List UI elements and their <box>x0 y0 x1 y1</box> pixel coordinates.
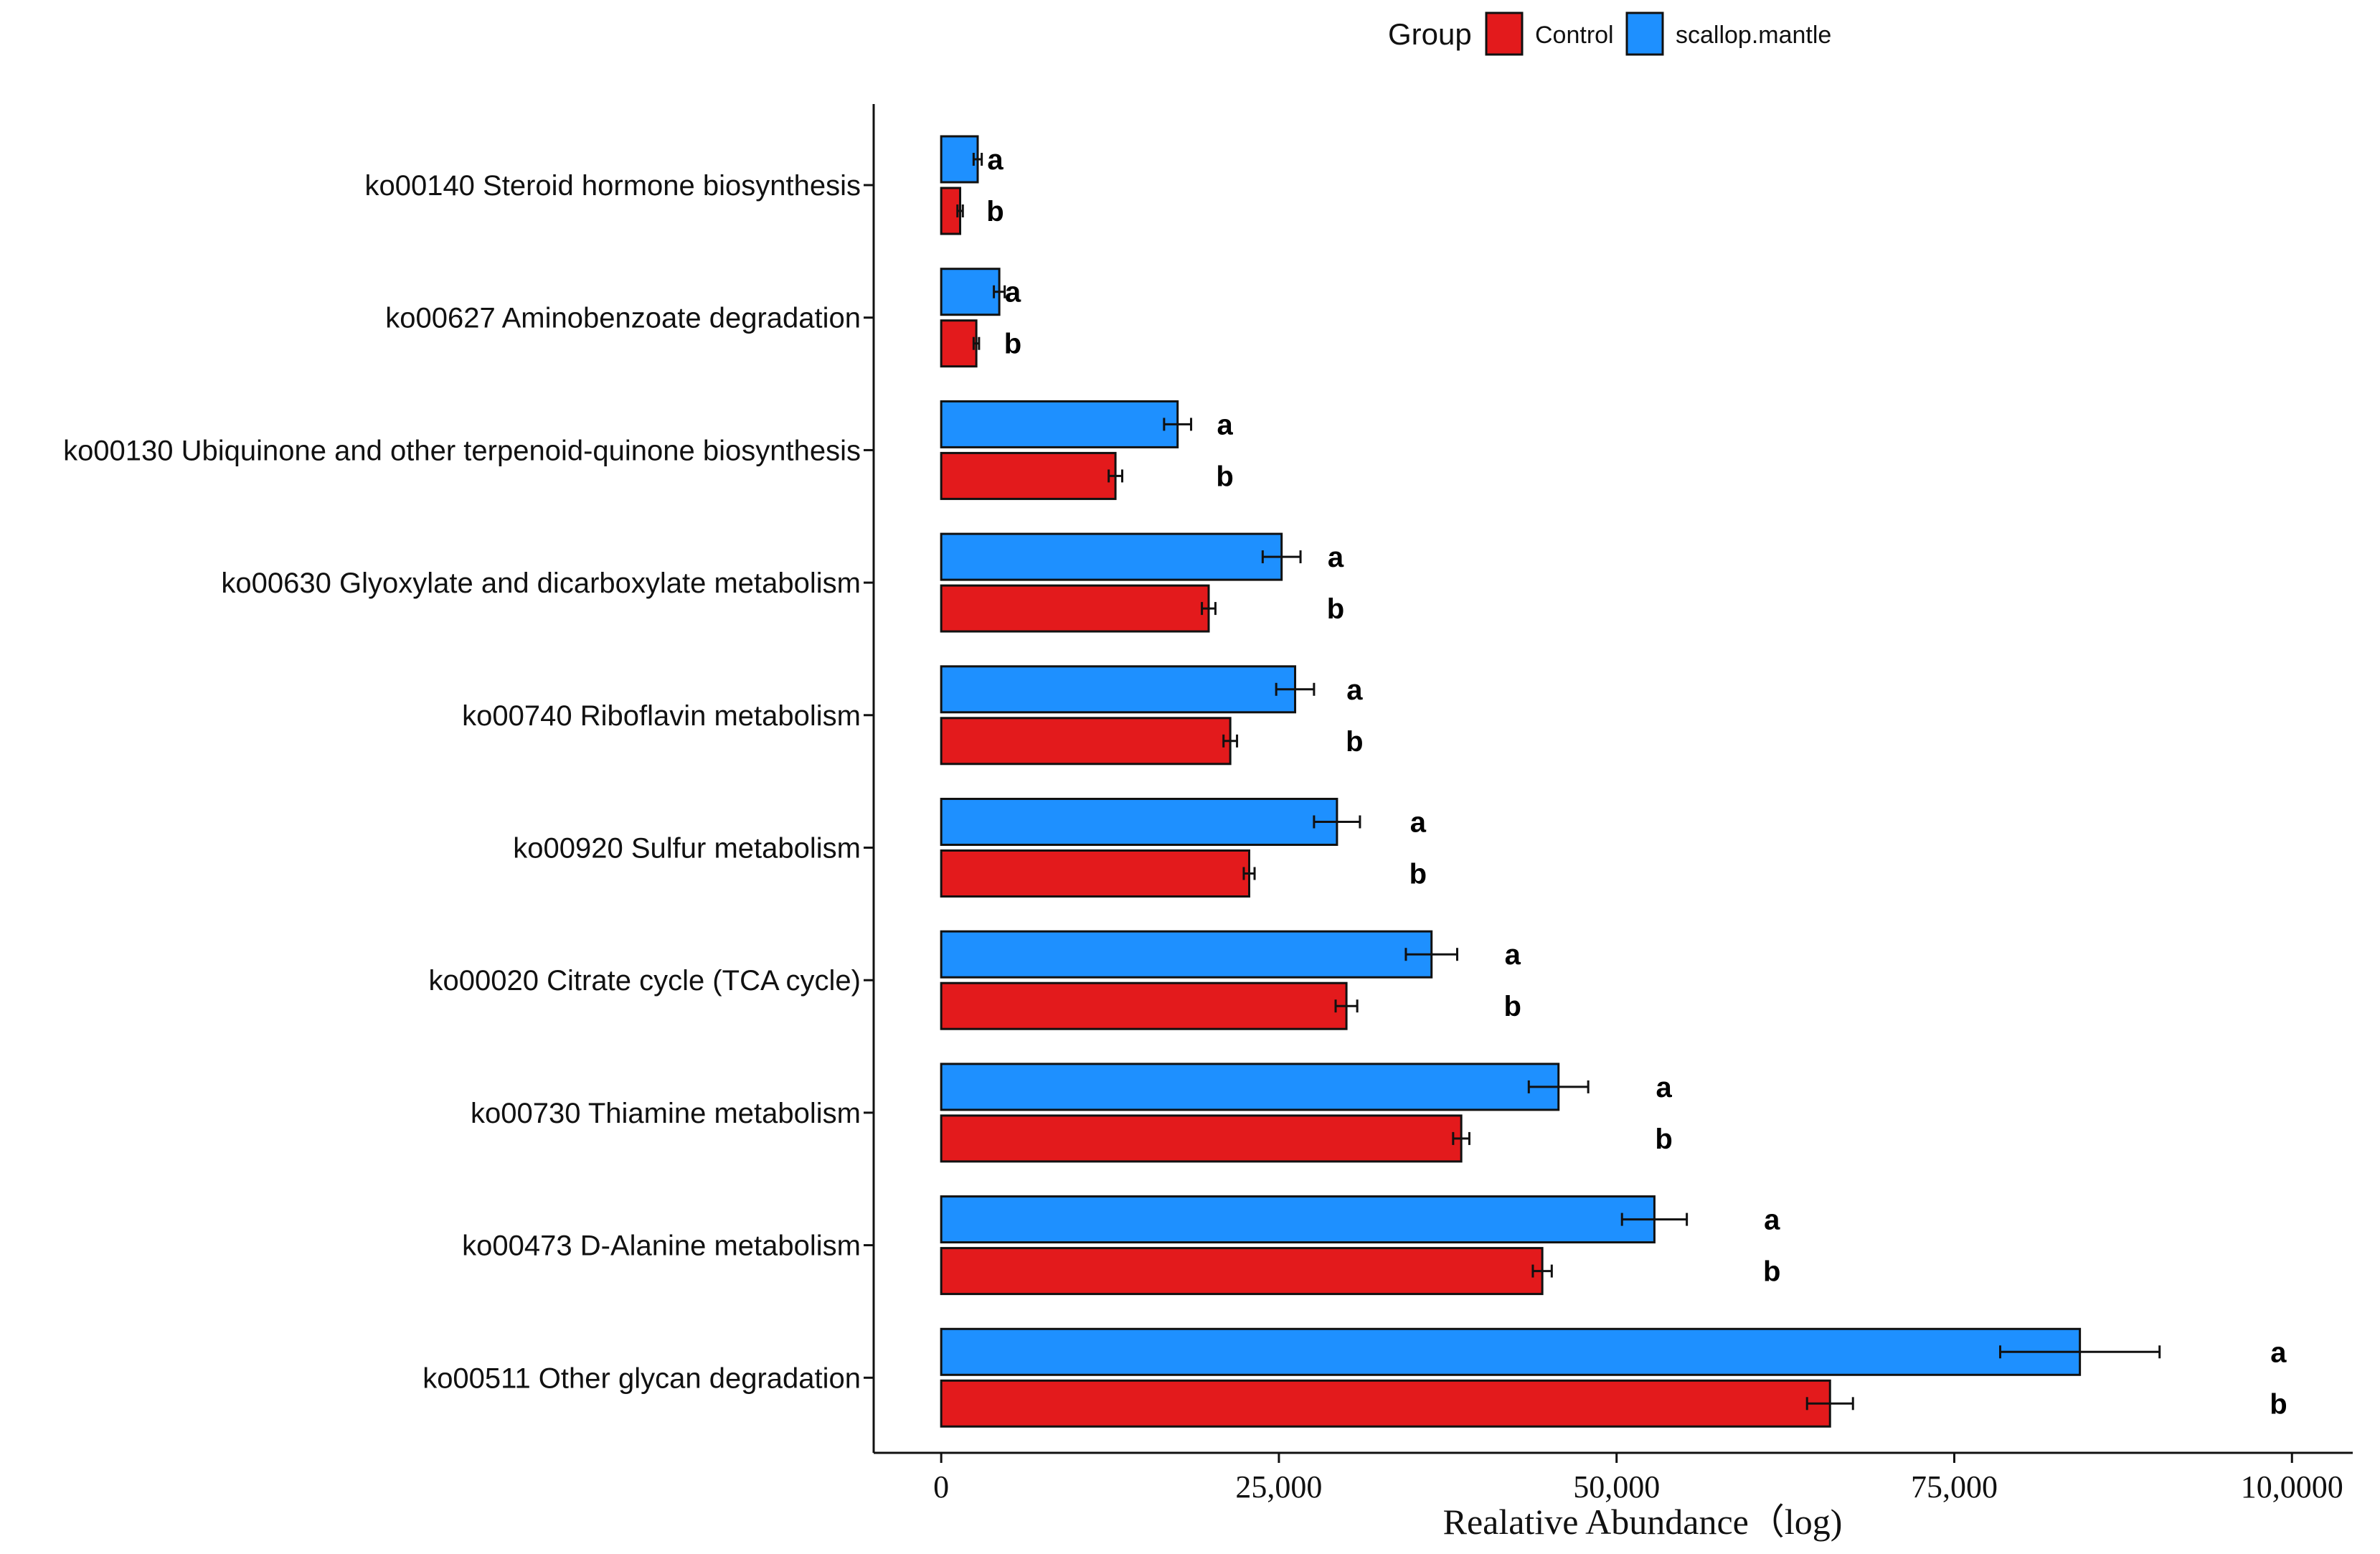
x-tick-label-2: 25,000 <box>1235 1469 1322 1504</box>
y-tick-label-8: ko00730 Thiamine metabolism <box>471 1098 861 1129</box>
x-tick-label-4: 75,000 <box>1911 1469 1998 1504</box>
bar-control-10 <box>940 1379 1831 1428</box>
legend-title: Group <box>1388 17 1472 51</box>
error-bar-scallop-mantle-10 <box>1999 1345 2161 1359</box>
legend: Group Control scallop.mantle <box>1388 11 1831 56</box>
x-tick-label-1: 0 <box>933 1469 949 1504</box>
bar-scallop-mantle-9 <box>940 1195 1656 1244</box>
y-tick-label-2: ko00627 Aminobenzoate degradation <box>385 303 861 334</box>
y-tick-label-10: ko00511 Other glycan degradation <box>422 1362 861 1394</box>
error-bar-control-1 <box>956 204 964 217</box>
y-tick-label-9: ko00473 D-Alanine metabolism <box>462 1230 861 1262</box>
bar-scallop-mantle-6 <box>940 798 1338 846</box>
bar-control-4 <box>940 584 1210 633</box>
bar-control-5 <box>940 717 1232 766</box>
error-bar-control-2 <box>972 336 981 350</box>
bar-control-6 <box>940 849 1251 898</box>
y-axis: ko00140 Steroid hormone biosynthesis ko00… <box>63 104 875 1453</box>
bar-control-9 <box>940 1247 1544 1296</box>
legend-label-control: Control <box>1535 22 1614 49</box>
bar-scallop-mantle-4 <box>940 532 1283 581</box>
significance-label-scallop-mantle-9: a <box>1764 1205 1780 1236</box>
significance-label-control-10: b <box>2270 1388 2287 1420</box>
x-tick-label-3: 50,000 <box>1573 1469 1660 1504</box>
bar-control-3 <box>940 451 1117 500</box>
significance-label-control-4: b <box>1327 593 1344 625</box>
error-bar-scallop-mantle-8 <box>1527 1080 1590 1093</box>
bar-scallop-mantle-10 <box>940 1327 2082 1376</box>
significance-label-scallop-mantle-6: a <box>1410 807 1427 839</box>
y-tick-label-1: ko00140 Steroid hormone biosynthesis <box>364 170 861 202</box>
significance-label-scallop-mantle-8: a <box>1656 1072 1672 1103</box>
error-bar-scallop-mantle-7 <box>1404 948 1459 961</box>
significance-label-scallop-mantle-2: a <box>1005 277 1021 309</box>
bar-control-8 <box>940 1114 1463 1163</box>
error-bar-scallop-mantle-2 <box>993 285 1006 298</box>
error-bar-control-7 <box>1334 999 1359 1013</box>
x-axis: 0 25,000 50,000 75,000 10,0000 <box>874 1451 2353 1504</box>
y-tick-label-7: ko00020 Citrate cycle (TCA cycle) <box>429 965 861 997</box>
bar-scallop-mantle-7 <box>940 930 1433 979</box>
bar-scallop-mantle-1 <box>940 135 979 184</box>
error-bar-control-10 <box>1805 1397 1854 1411</box>
error-bar-control-4 <box>1201 602 1217 616</box>
significance-label-control-6: b <box>1409 859 1427 890</box>
significance-label-control-7: b <box>1503 991 1521 1022</box>
bar-scallop-mantle-2 <box>940 268 1001 316</box>
error-bar-scallop-mantle-6 <box>1313 815 1361 829</box>
error-bar-scallop-mantle-4 <box>1261 550 1302 564</box>
significance-label-control-3: b <box>1216 461 1233 492</box>
legend-swatch-scallop-mantle <box>1625 11 1664 56</box>
significance-label-scallop-mantle-5: a <box>1346 674 1363 706</box>
error-bar-scallop-mantle-3 <box>1163 418 1193 431</box>
x-axis-title: Realative Abundance（log) <box>1443 1502 1843 1542</box>
bar-scallop-mantle-3 <box>940 400 1179 448</box>
error-bar-control-3 <box>1108 469 1123 483</box>
significance-label-scallop-mantle-10: a <box>2270 1337 2287 1368</box>
y-tick-label-6: ko00920 Sulfur metabolism <box>513 833 861 865</box>
significance-label-control-9: b <box>1763 1256 1780 1288</box>
error-bar-scallop-mantle-1 <box>972 153 983 166</box>
significance-label-control-5: b <box>1346 726 1363 758</box>
significance-label-control-8: b <box>1655 1124 1672 1155</box>
error-bar-control-9 <box>1531 1264 1553 1278</box>
significance-label-scallop-mantle-4: a <box>1328 542 1344 573</box>
significance-label-control-1: b <box>986 196 1004 227</box>
error-bar-control-6 <box>1242 867 1256 880</box>
y-tick-label-4: ko00630 Glyoxylate and dicarboxylate met… <box>221 568 861 599</box>
significance-label-scallop-mantle-3: a <box>1217 409 1233 441</box>
y-tick-label-3: ko00130 Ubiquinone and other terpenoid-q… <box>63 435 861 466</box>
x-tick-label-5: 10,0000 <box>2241 1469 2343 1504</box>
y-tick-label-5: ko00740 Riboflavin metabolism <box>462 700 861 732</box>
legend-swatch-control <box>1485 11 1524 56</box>
bar-scallop-mantle-5 <box>940 665 1297 714</box>
significance-label-control-2: b <box>1004 329 1021 360</box>
bar-control-2 <box>940 319 978 368</box>
bar-control-7 <box>940 981 1348 1030</box>
legend-label-scallop-mantle: scallop.mantle <box>1676 22 1831 49</box>
significance-label-scallop-mantle-1: a <box>987 144 1004 176</box>
error-bar-scallop-mantle-5 <box>1275 682 1316 696</box>
error-bar-control-8 <box>1452 1131 1470 1145</box>
error-bar-control-5 <box>1222 734 1239 748</box>
significance-label-scallop-mantle-7: a <box>1505 939 1521 971</box>
error-bar-scallop-mantle-9 <box>1620 1212 1689 1226</box>
bar-scallop-mantle-8 <box>940 1063 1560 1111</box>
